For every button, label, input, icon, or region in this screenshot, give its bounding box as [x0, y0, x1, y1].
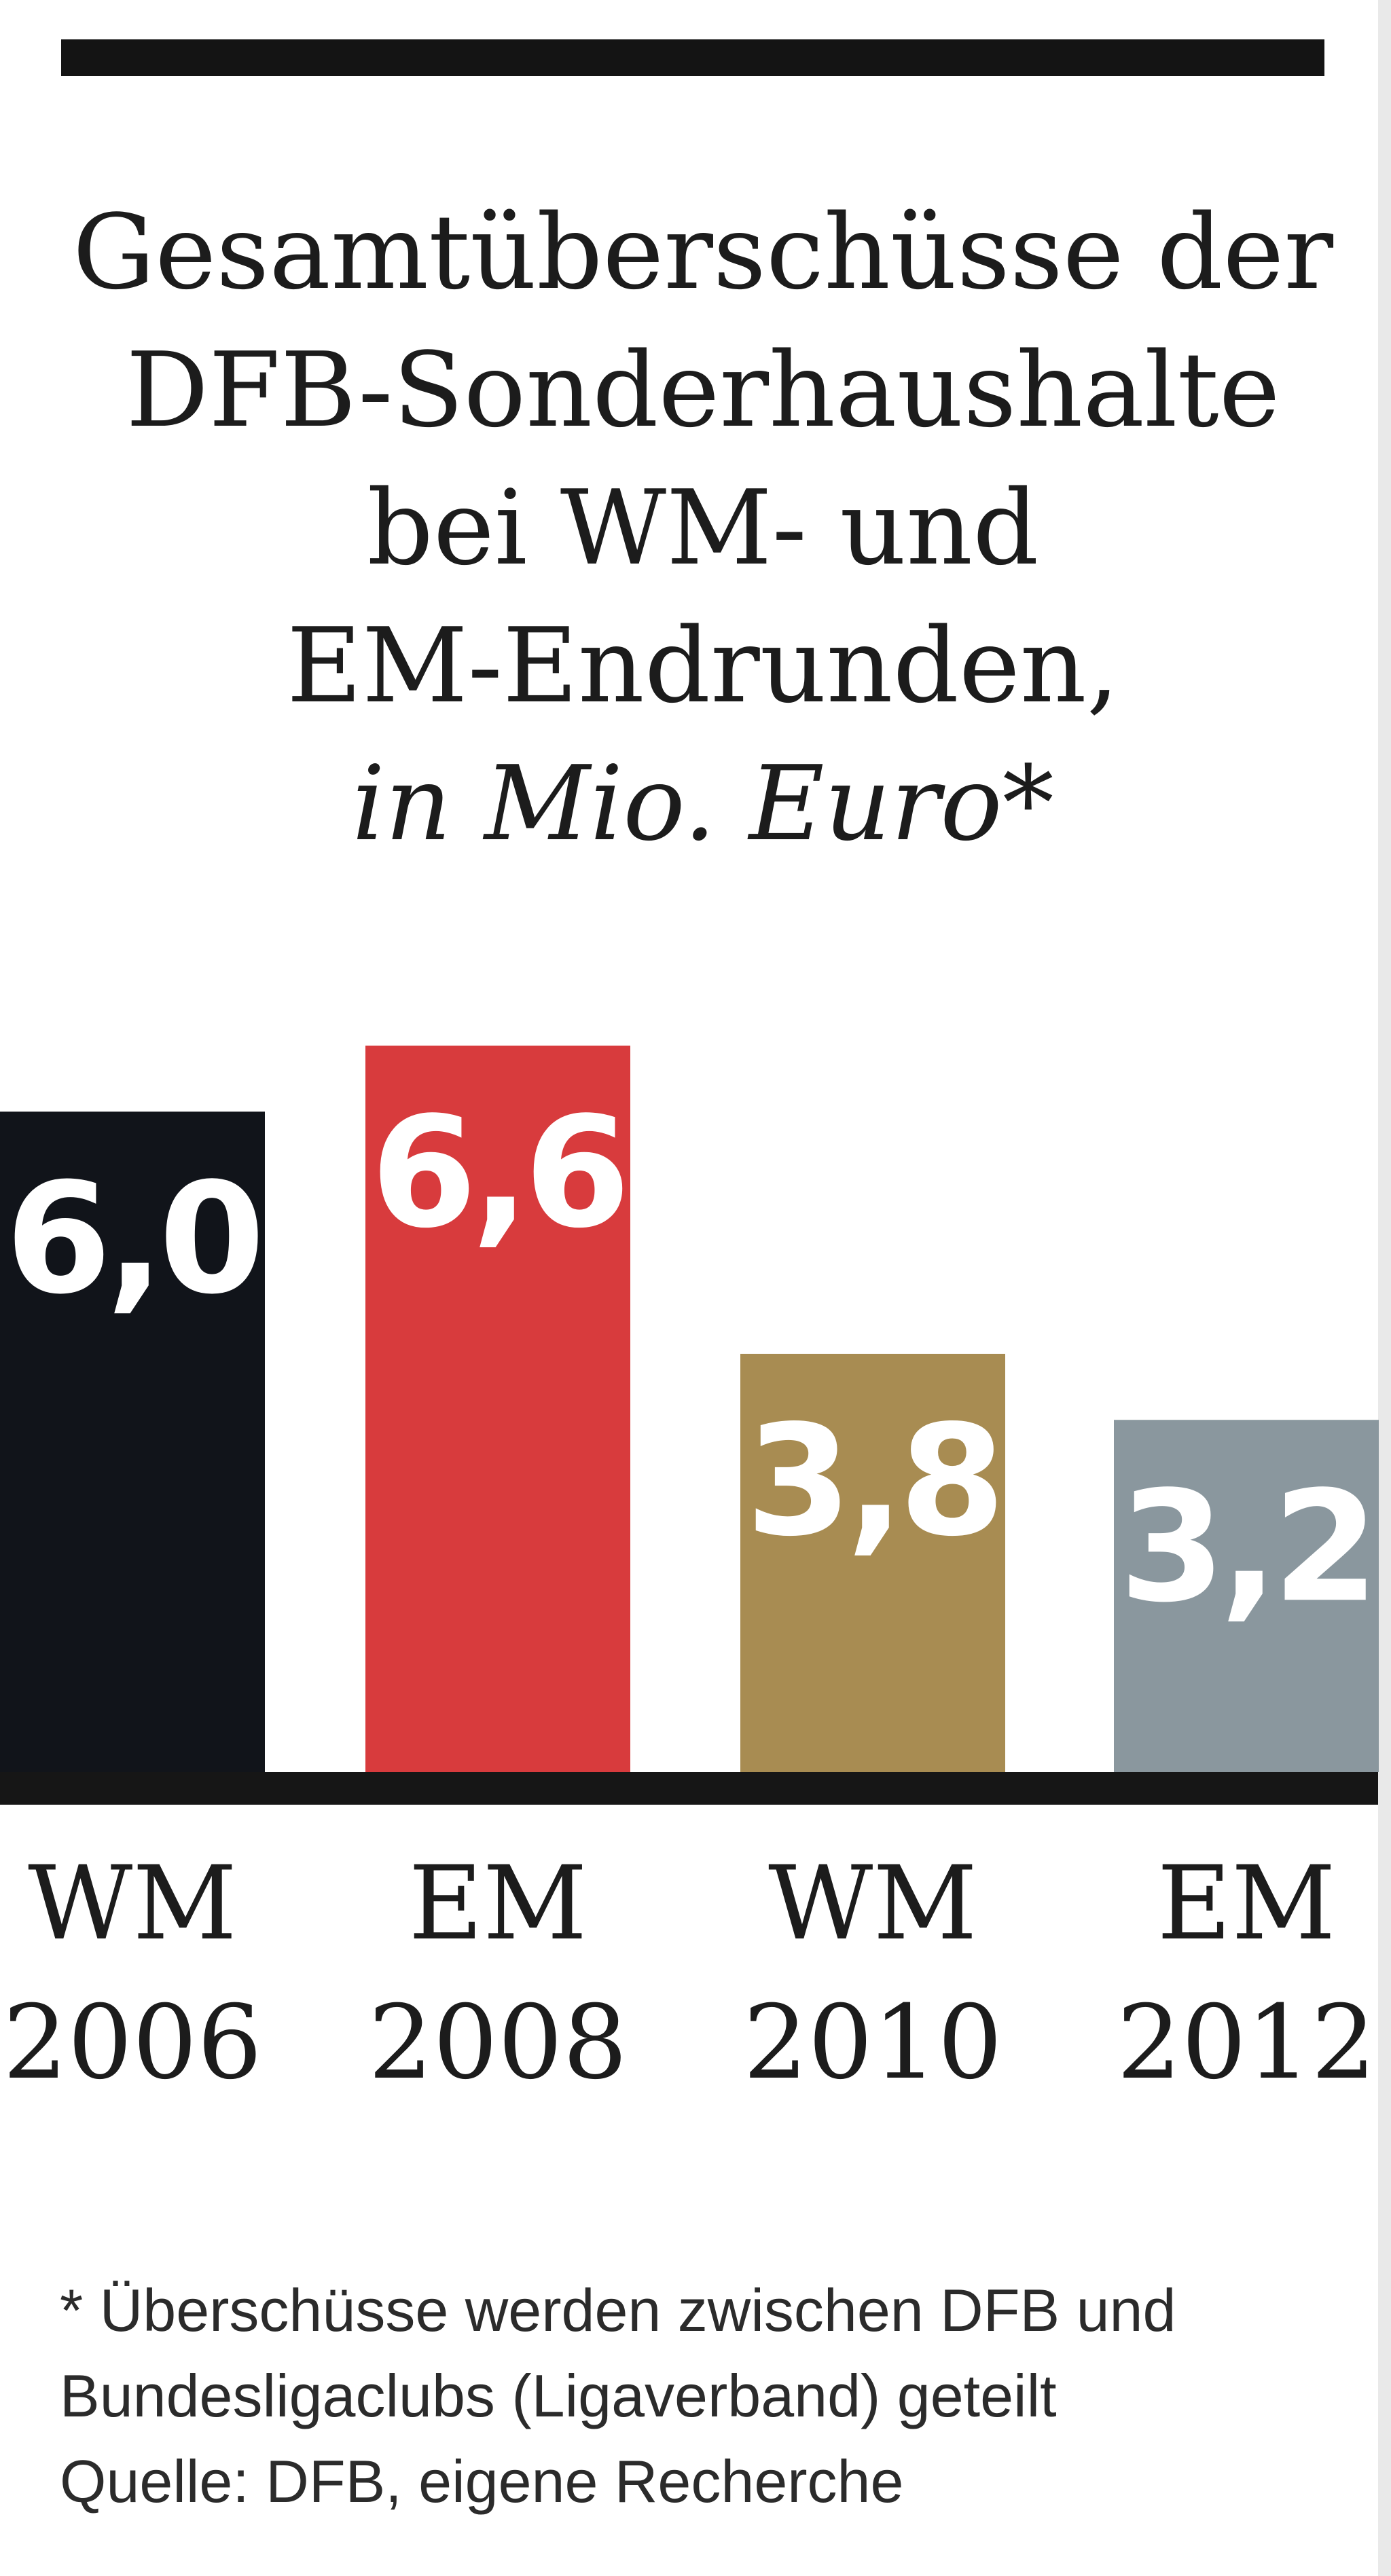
bar-em-2008 [365, 1046, 630, 1772]
title-line: EM-Endrunden, [286, 606, 1120, 726]
source-line: Quelle: DFB, eigene Recherche [60, 2448, 904, 2515]
chart-subtitle: in Mio. Euro* [352, 743, 1054, 864]
x-axis-baseline [0, 1772, 1378, 1805]
footnote-line: Bundesligaclubs (Ligaverband) geteilt [60, 2362, 1057, 2429]
x-tick-label: 2010 [743, 1984, 1002, 2102]
bar-value-label: 3,2 [1119, 1458, 1374, 1636]
x-tick-label: WM [28, 1845, 237, 1963]
x-tick-label: 2006 [3, 1984, 262, 2102]
bar-value-label: 6,0 [5, 1150, 260, 1328]
x-tick-label: 2008 [368, 1984, 628, 2102]
bar-value-label: 3,8 [746, 1393, 1000, 1570]
title-line: Gesamtüberschüsse der [72, 192, 1334, 312]
top-rule [61, 39, 1324, 76]
x-tick-label: EM [408, 1845, 587, 1963]
x-tick-label: EM [1157, 1845, 1335, 1963]
x-tick-label: 2012 [1117, 1984, 1376, 2102]
bar-wm-2006 [0, 1111, 265, 1772]
bar-wm-2010 [740, 1353, 1005, 1772]
footnote-line: * Überschüsse werden zwischen DFB und [60, 2277, 1176, 2344]
bar-em-2012 [1114, 1420, 1379, 1772]
title-line: DFB-Sonderhaushalte [126, 330, 1280, 450]
bar-value-label: 6,6 [371, 1084, 626, 1262]
title-line: bei WM- und [367, 468, 1039, 588]
chart-title: Gesamtüberschüsse der DFB-Sonderhaushalt… [27, 183, 1379, 872]
right-frame-border [1378, 0, 1391, 2576]
x-tick-label: WM [768, 1845, 977, 1963]
footnote: * Überschüsse werden zwischen DFB und Bu… [60, 2268, 1371, 2524]
